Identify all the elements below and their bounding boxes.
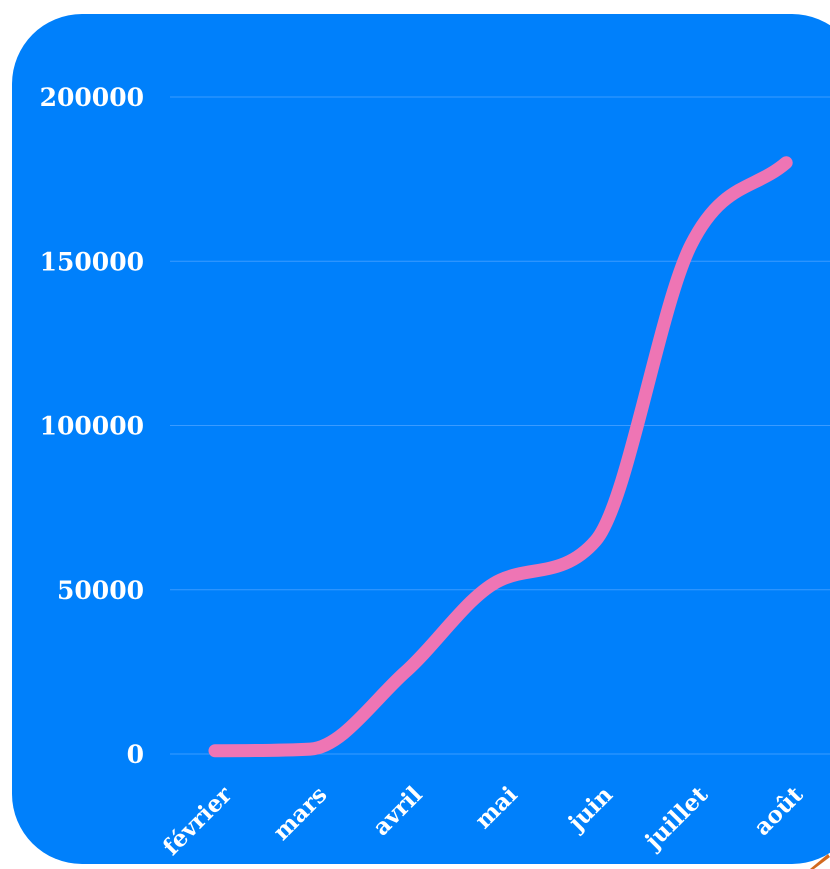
data-point-1 bbox=[309, 748, 311, 750]
data-point-4 bbox=[595, 539, 597, 541]
y-tick-label-1: 50000 bbox=[57, 576, 144, 605]
y-tick-label-2: 100000 bbox=[40, 412, 144, 441]
y-tick-label-0: 0 bbox=[127, 740, 144, 769]
chart-frame: 0 50000 100000 150000 200000 février mars avri… bbox=[12, 14, 830, 864]
series-layer bbox=[208, 156, 793, 758]
y-tick-label-3: 150000 bbox=[40, 247, 144, 276]
data-point-6 bbox=[785, 162, 787, 164]
data-point-0 bbox=[214, 750, 216, 752]
data-point-5 bbox=[690, 244, 692, 246]
y-tick-label-4: 200000 bbox=[40, 83, 144, 112]
data-point-2 bbox=[404, 671, 406, 673]
corner-accent-mark bbox=[810, 854, 830, 869]
chart-background bbox=[12, 14, 830, 864]
y-axis-ticks: 0 50000 100000 150000 200000 bbox=[40, 83, 144, 769]
data-point-3 bbox=[500, 579, 502, 581]
